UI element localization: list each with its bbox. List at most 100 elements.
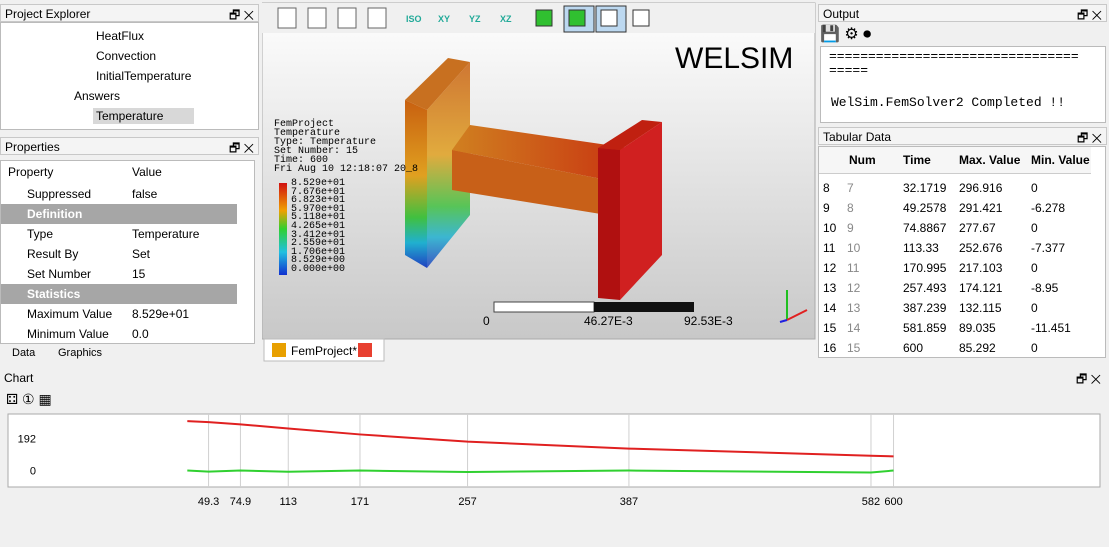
x-tick-label: 74.9 [230, 496, 251, 508]
row-header: 12 [823, 261, 837, 275]
cell: 9 [847, 221, 854, 235]
info-line: Type: Temperature [274, 137, 377, 148]
cell: 8 [847, 201, 854, 215]
tree: HeatFlux Convection InitialTemperature Answ… [0, 22, 259, 130]
output-line: WelSim.FemSolver2 Completed !! [831, 95, 1066, 110]
tab[interactable]: Graphics [58, 347, 103, 359]
cell: 0 [1031, 221, 1038, 235]
tree-item[interactable]: Convection [96, 49, 157, 63]
chart-toolbar: ⚃ ① ▦ [6, 391, 52, 407]
panel-header: Tabular Data 🗗 ✕ [818, 127, 1107, 145]
x-tick-label: 113 [279, 496, 297, 508]
cell: 74.8867 [903, 221, 947, 235]
tab[interactable]: Data [12, 347, 36, 359]
svg-text:YZ: YZ [469, 14, 481, 24]
series-line [187, 469, 894, 474]
cell: 0 [1031, 261, 1038, 275]
panel-title: Project Explorer [5, 7, 91, 21]
tree-item[interactable]: InitialTemperature [96, 69, 192, 83]
tree-item[interactable]: HeatFlux [96, 29, 145, 43]
x-tick-label: 600 [884, 496, 902, 508]
panel-header: Chart 🗗 ✕ [0, 369, 1109, 387]
cell: 49.2578 [903, 201, 947, 215]
property-cell: Temperature [132, 227, 200, 241]
series-line [187, 420, 894, 458]
panel-header: Properties 🗗 ✕ [0, 137, 259, 155]
property-cell: Type [27, 227, 54, 241]
column-header: Num [849, 153, 876, 167]
property-cell: Maximum Value [27, 307, 113, 321]
row-header: 9 [823, 201, 830, 215]
info-line: Fri Aug 10 12:18:07 20_8 [274, 164, 419, 175]
column-header: Time [903, 153, 931, 167]
y-tick-label: 192 [18, 434, 36, 446]
tree-item[interactable]: Answers [74, 89, 121, 103]
property-cell: Suppressed [27, 187, 92, 201]
cell: 277.67 [959, 221, 996, 235]
header-row [819, 147, 1091, 174]
panel-header: Project Explorer 🗗 ✕ [0, 4, 259, 22]
cell: 132.115 [959, 301, 1002, 315]
cell: 170.995 [903, 261, 947, 275]
brand: WELSIM [675, 42, 794, 75]
cell: 291.421 [959, 201, 1003, 215]
property-cell: 0.0 [132, 327, 149, 341]
legend-label: 8.529e+00 [291, 255, 346, 267]
cell: 15 [847, 341, 861, 355]
panel-title: Tabular Data [823, 130, 892, 144]
legend-label: 5.970e+01 [291, 203, 346, 215]
cell: 14 [847, 321, 861, 335]
property-cell: false [132, 187, 158, 201]
scale-label: 46.27E-3 [584, 314, 633, 328]
svg-text:ISO: ISO [406, 14, 422, 24]
cell: 581.859 [903, 321, 947, 335]
row-header: 10 [823, 221, 837, 235]
legend-label: 3.412e+01 [291, 229, 346, 241]
cell: 7 [847, 181, 854, 195]
legend-label: 4.265e+01 [291, 221, 346, 232]
cell: 113.33 [903, 241, 939, 255]
section-row: Statistics [1, 284, 237, 304]
cell: 0 [1031, 341, 1038, 355]
property-cell: Set [132, 247, 151, 261]
panel-title: Chart [4, 371, 34, 385]
property-cell: 8.529e+01 [132, 307, 190, 321]
info-line: Time: 600 [274, 155, 329, 166]
x-tick-label: 582 [862, 496, 880, 508]
cell: 13 [847, 301, 861, 315]
property-cell: Set Number [27, 267, 92, 281]
output-toolbar: 💾 ⚙ ⏺ [820, 26, 872, 43]
x-tick-label: 257 [458, 496, 476, 508]
cell: 296.916 [959, 181, 1003, 195]
svg-text:XY: XY [438, 14, 450, 24]
legend-label: 1.706e+01 [291, 246, 346, 258]
cell: 12 [847, 281, 861, 295]
output-line: ===== [829, 63, 869, 78]
info-line: Temperature [274, 128, 341, 139]
cell: -6.278 [1031, 201, 1066, 215]
legend-label: 2.559e+01 [291, 238, 346, 250]
data-table: Num Time Max. Value Min. Value 8 9 10 11 12 13 14 1… [818, 146, 1106, 358]
cell: 85.292 [959, 341, 996, 355]
scale-label: 0 [483, 314, 490, 328]
property-cell: Minimum Value [27, 327, 109, 341]
cell: -8.95 [1031, 281, 1059, 295]
row-header: 15 [823, 321, 837, 335]
cell: 252.676 [959, 241, 1003, 255]
cell: 0 [1031, 181, 1038, 195]
legend-label: 0.000e+00 [291, 264, 346, 275]
info-line: FemProject [274, 119, 335, 130]
row-header: 13 [823, 281, 837, 295]
cell: 89.035 [959, 321, 996, 335]
legend-label: 6.823e+01 [291, 195, 346, 207]
row-header: 14 [823, 301, 837, 315]
cell: 174.121 [959, 281, 1003, 295]
info-line: Set Number: 15 [274, 146, 359, 157]
document-tab[interactable]: FemProject* [291, 344, 358, 358]
section-row: Definition [1, 204, 237, 224]
cell: 11 [847, 261, 860, 275]
column-header: Max. Value [959, 153, 1021, 167]
tree-item[interactable]: Temperature [93, 108, 194, 124]
cell: -11.451 [1031, 321, 1071, 335]
